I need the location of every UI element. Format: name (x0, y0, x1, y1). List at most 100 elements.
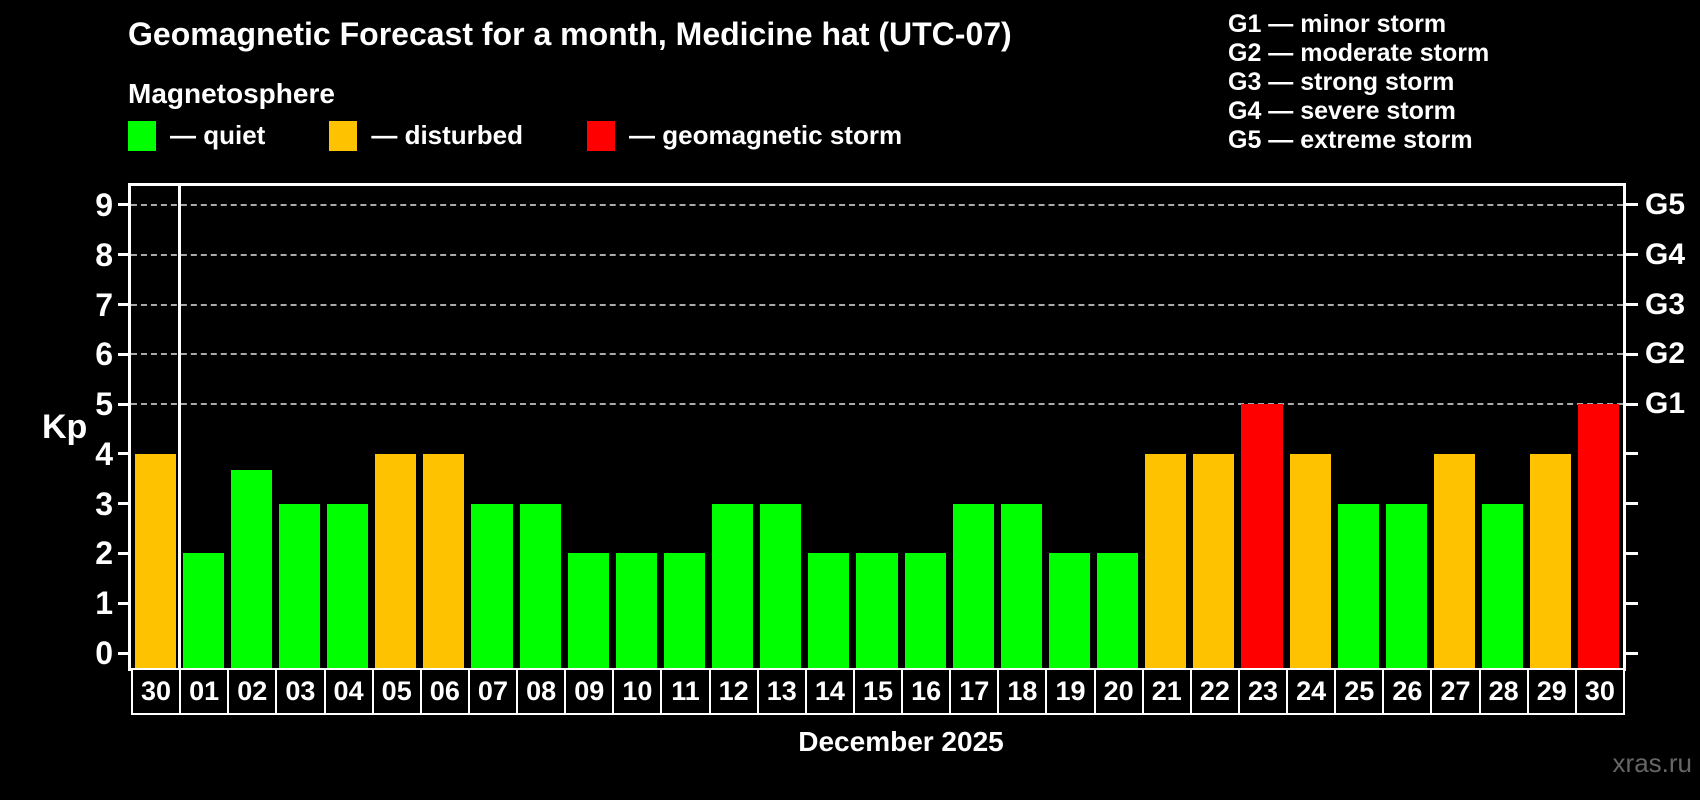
kp-bar-day-11 (663, 553, 706, 671)
kp-bar-day-17 (952, 503, 994, 671)
right-axis-tick-4 (1626, 452, 1638, 456)
y-axis-tick-label-4: 4 (95, 435, 113, 472)
y-axis-tick-0 (118, 651, 128, 655)
xras-watermark: xras.ru (1612, 748, 1692, 778)
day-label-25: 25 (1334, 668, 1385, 715)
g4-legend-line: G4 — severe storm (1228, 97, 1456, 125)
kp-bar-day-26 (1385, 503, 1427, 671)
storm-color-swatch (587, 120, 616, 151)
previous-month-separator (177, 186, 181, 671)
y-axis-tick-1 (118, 601, 128, 605)
day-label-01: 01 (179, 668, 230, 715)
kp-bar-day-25 (1337, 503, 1379, 671)
kp-bar-day-18 (1000, 503, 1042, 671)
g1-legend-line: G1 — minor storm (1228, 10, 1447, 38)
right-axis-tick-1 (1626, 601, 1638, 605)
day-label-21: 21 (1141, 668, 1192, 715)
g3-legend-line: G3 — strong storm (1228, 68, 1455, 96)
y-axis-tick-2 (118, 551, 128, 555)
right-axis-tick-5 (1626, 402, 1638, 406)
day-label-08: 08 (516, 668, 567, 715)
y-axis-tick-9 (118, 203, 128, 207)
right-axis-tick-6 (1626, 352, 1638, 356)
right-axis-tick-9 (1626, 203, 1638, 207)
y-axis-tick-label-6: 6 (95, 336, 113, 373)
gridline-kp9 (131, 203, 1623, 206)
kp-bar-day-19 (1048, 553, 1091, 671)
g5-legend-line: G5 — extreme storm (1228, 126, 1473, 154)
magnetosphere-legend: — quiet — disturbed — geomagnetic storm (128, 120, 966, 151)
kp-bar-day-01 (182, 553, 224, 671)
day-label-10: 10 (612, 668, 663, 715)
day-label-14: 14 (804, 668, 855, 715)
kp-bar-day-05 (375, 453, 417, 671)
kp-bar-day-30 (1578, 404, 1620, 671)
kp-bar-day-28 (1482, 503, 1524, 671)
y-axis-tick-label-1: 1 (95, 585, 113, 622)
kp-bar-day-14 (808, 553, 850, 671)
storm-label: — geomagnetic storm (629, 120, 903, 150)
right-axis-tick-7 (1626, 303, 1638, 307)
y-axis-tick-label-5: 5 (95, 386, 113, 423)
kp-bar-chart-plot-area: 0 1 2 3 4 5 6 7 8 9 G1 G2 G3 G4 G5 (95, 183, 1685, 671)
right-axis-tick-8 (1626, 253, 1638, 257)
quiet-label: — quiet (170, 120, 266, 150)
kp-bar-day-24 (1289, 453, 1331, 671)
day-label-04: 04 (323, 668, 374, 715)
kp-bar-day-30 (134, 453, 176, 671)
day-label-18: 18 (997, 668, 1048, 715)
y-axis-tick-label-9: 9 (95, 186, 113, 223)
day-label-30: 30 (1574, 668, 1625, 715)
day-label-05: 05 (371, 668, 422, 715)
y-axis-tick-label-8: 8 (95, 236, 113, 273)
kp-bar-day-09 (567, 553, 609, 671)
kp-bar-day-13 (760, 503, 802, 671)
day-label-09: 09 (564, 668, 615, 715)
page-title: Geomagnetic Forecast for a month, Medici… (128, 16, 1012, 52)
magnetosphere-subtitle: Magnetosphere (128, 78, 335, 109)
day-label-13: 13 (756, 668, 807, 715)
kp-bar-day-21 (1145, 453, 1187, 671)
kp-bar-day-04 (327, 503, 369, 671)
y-axis-tick-3 (118, 502, 128, 506)
kp-bar-day-02 (230, 470, 272, 671)
day-label-12: 12 (708, 668, 759, 715)
kp-bar-day-20 (1097, 553, 1139, 671)
right-axis-label-g4: G4 (1645, 237, 1686, 271)
kp-bar-day-06 (423, 453, 465, 671)
right-axis-label-g5: G5 (1645, 187, 1686, 221)
y-axis-tick-7 (118, 303, 128, 307)
day-label-24: 24 (1286, 668, 1337, 715)
day-label-28: 28 (1478, 668, 1529, 715)
kp-bar-day-03 (278, 503, 320, 671)
legend-item-quiet: — quiet (128, 120, 265, 151)
kp-bar-day-22 (1193, 453, 1235, 671)
y-axis-tick-8 (118, 253, 128, 257)
legend-item-disturbed: — disturbed (329, 120, 523, 151)
y-axis-tick-label-2: 2 (95, 535, 113, 572)
gridline-kp8 (131, 253, 1623, 256)
y-axis-tick-4 (118, 452, 128, 456)
day-label-29: 29 (1526, 668, 1577, 715)
y-axis-tick-6 (118, 352, 128, 356)
legend-item-storm: — geomagnetic storm (587, 120, 902, 151)
kp-bar-day-08 (519, 503, 561, 671)
day-label-26: 26 (1382, 668, 1433, 715)
right-axis-label-g1: G1 (1645, 387, 1686, 421)
gridline-kp5 (131, 403, 1623, 406)
kp-bar-day-27 (1433, 453, 1476, 671)
day-label-16: 16 (901, 668, 952, 715)
kp-bar-day-23 (1241, 404, 1283, 671)
day-label-22: 22 (1189, 668, 1240, 715)
y-axis-tick-label-7: 7 (95, 286, 113, 323)
right-axis-label-g3: G3 (1645, 287, 1686, 321)
kp-bar-day-12 (712, 503, 754, 671)
right-axis-label-g2: G2 (1645, 337, 1686, 371)
day-label-02: 02 (227, 668, 278, 715)
disturbed-label: — disturbed (371, 120, 524, 150)
right-axis-tick-2 (1626, 551, 1638, 555)
g2-legend-line: G2 — moderate storm (1228, 39, 1490, 67)
day-label-15: 15 (852, 668, 904, 715)
kp-bar-day-10 (615, 553, 657, 671)
quiet-color-swatch (128, 120, 156, 151)
